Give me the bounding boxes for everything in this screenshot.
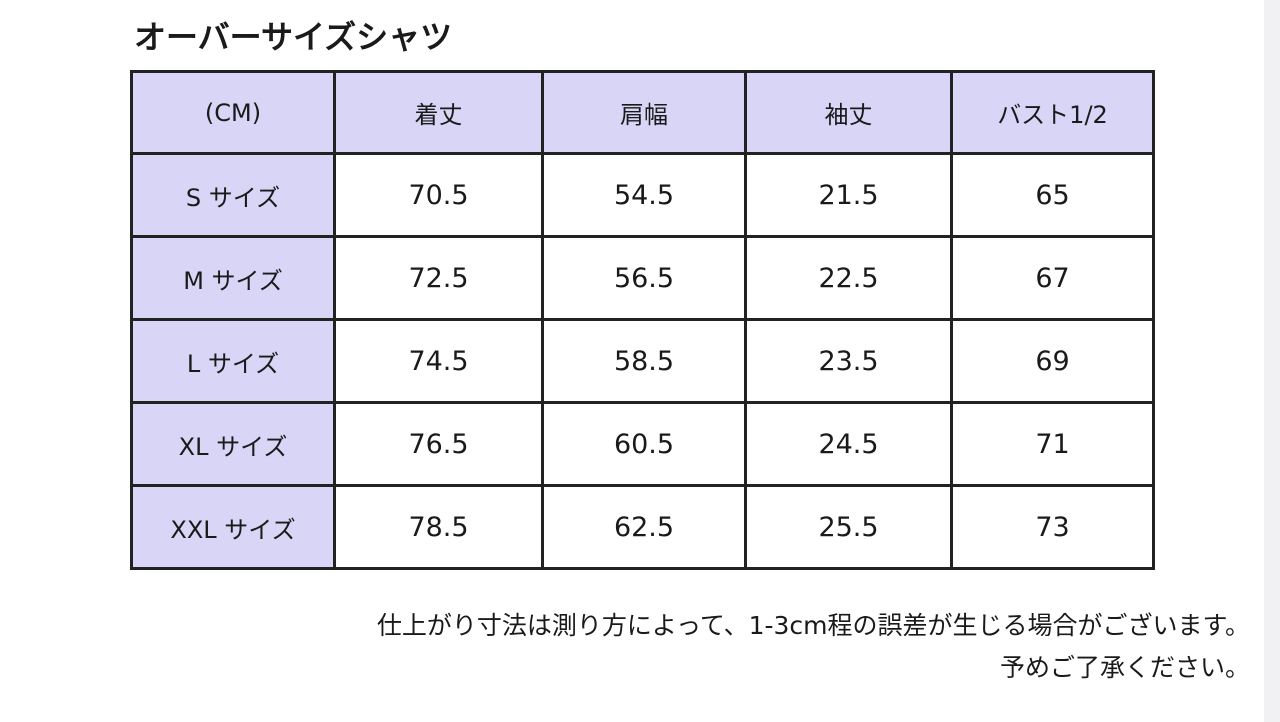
row-header-cell: L サイズ bbox=[130, 318, 336, 404]
row-header-cell: M サイズ bbox=[130, 235, 336, 321]
header-row: (CM) 着丈 肩幅 袖丈 バスト1/2 bbox=[130, 70, 1155, 155]
notes: 仕上がり寸法は測り方によって、1-3cm程の誤差が生じる場合がございます。予めご… bbox=[100, 605, 1250, 689]
table-cell: 65 bbox=[950, 152, 1155, 238]
table-cell: 25.5 bbox=[744, 484, 953, 570]
table-row: L サイズ 74.5 58.5 23.5 69 bbox=[130, 318, 1155, 404]
table-cell: 71 bbox=[950, 401, 1155, 487]
header-cell: バスト1/2 bbox=[950, 70, 1155, 155]
table-cell: 24.5 bbox=[744, 401, 953, 487]
table-cell: 78.5 bbox=[333, 484, 544, 570]
table-cell: 60.5 bbox=[541, 401, 747, 487]
size-table: (CM) 着丈 肩幅 袖丈 バスト1/2 S サイズ 70.5 54.5 21.5 65 M サイズ… bbox=[130, 70, 1155, 570]
header-cell: 着丈 bbox=[333, 70, 544, 155]
table-cell: 23.5 bbox=[744, 318, 953, 404]
table-cell: 67 bbox=[950, 235, 1155, 321]
table-row: M サイズ 72.5 56.5 22.5 67 bbox=[130, 235, 1155, 321]
note-line: 仕上がり寸法は測り方によって、1-3cm程の誤差が生じる場合がございます。 bbox=[376, 611, 1250, 640]
table-cell: 74.5 bbox=[333, 318, 544, 404]
table-cell: 70.5 bbox=[333, 152, 544, 238]
table-cell: 62.5 bbox=[541, 484, 747, 570]
row-header-cell: XXL サイズ bbox=[130, 484, 336, 570]
row-header-cell: S サイズ bbox=[130, 152, 336, 238]
table-cell: 56.5 bbox=[541, 235, 747, 321]
table-cell: 22.5 bbox=[744, 235, 953, 321]
table-row: S サイズ 70.5 54.5 21.5 65 bbox=[130, 152, 1155, 238]
table-cell: 72.5 bbox=[333, 235, 544, 321]
table-cell: 58.5 bbox=[541, 318, 747, 404]
header-cell: (CM) bbox=[130, 70, 336, 155]
table-cell: 69 bbox=[950, 318, 1155, 404]
scroll-strip bbox=[1264, 0, 1280, 722]
table-row: XL サイズ 76.5 60.5 24.5 71 bbox=[130, 401, 1155, 487]
row-header-cell: XL サイズ bbox=[130, 401, 336, 487]
note-line: 予めご了承ください。 bbox=[999, 653, 1250, 682]
table-cell: 73 bbox=[950, 484, 1155, 570]
header-cell: 袖丈 bbox=[744, 70, 953, 155]
title: オーバーサイズシャツ bbox=[134, 18, 453, 56]
table-cell: 21.5 bbox=[744, 152, 953, 238]
header-cell: 肩幅 bbox=[541, 70, 747, 155]
table-row: XXL サイズ 78.5 62.5 25.5 73 bbox=[130, 484, 1155, 570]
table-cell: 54.5 bbox=[541, 152, 747, 238]
table-cell: 76.5 bbox=[333, 401, 544, 487]
